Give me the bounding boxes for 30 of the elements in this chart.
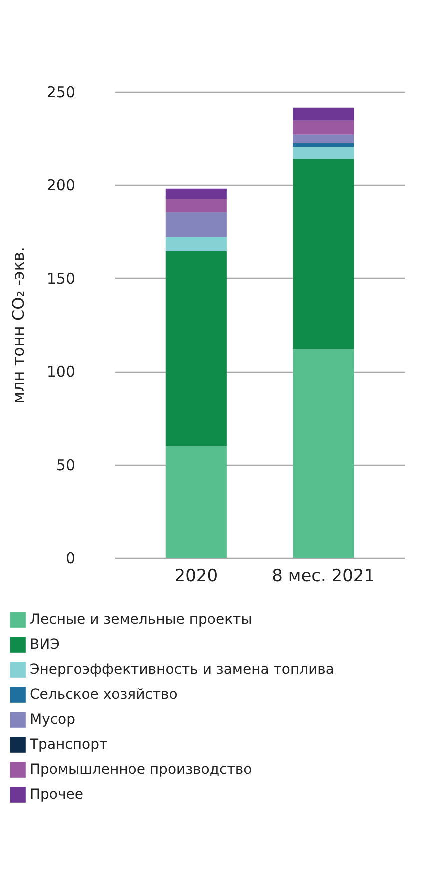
- y-tick-label: 50: [56, 456, 76, 474]
- bar: [166, 446, 227, 558]
- bar: [166, 237, 227, 252]
- bar: [166, 199, 227, 212]
- legend-label: Мусор: [30, 712, 76, 728]
- bar: [293, 120, 354, 135]
- y-tick-label: 100: [46, 363, 76, 382]
- legend-label: Лесные и земельные проекты: [30, 612, 252, 628]
- bar: [293, 146, 354, 160]
- legend-label: Энергоэффективность и замена топлива: [30, 662, 334, 678]
- legend-label: Промышленное производство: [30, 762, 252, 778]
- y-tick-label: 0: [66, 550, 76, 568]
- legend-label: Сельское хозяйство: [30, 687, 178, 703]
- x-tick-label: 8 мес. 2021: [272, 566, 376, 586]
- y-tick-label: 250: [46, 84, 76, 102]
- bar: [166, 251, 227, 446]
- bar: [166, 212, 227, 238]
- bar: [293, 108, 354, 121]
- y-axis-title: млн тонн CO₂ -экв.: [8, 247, 28, 404]
- x-tick-label: 2020: [174, 566, 218, 586]
- legend-label: ВИЭ: [30, 637, 60, 653]
- bar: [293, 143, 354, 147]
- y-tick-label: 200: [46, 176, 76, 195]
- bar: [293, 349, 354, 558]
- legend-label: Транспорт: [29, 737, 108, 753]
- bar: [293, 134, 354, 144]
- bar: [166, 188, 227, 200]
- y-tick-label: 150: [46, 270, 76, 288]
- legend-label: Прочее: [30, 787, 84, 803]
- bar: [293, 159, 354, 350]
